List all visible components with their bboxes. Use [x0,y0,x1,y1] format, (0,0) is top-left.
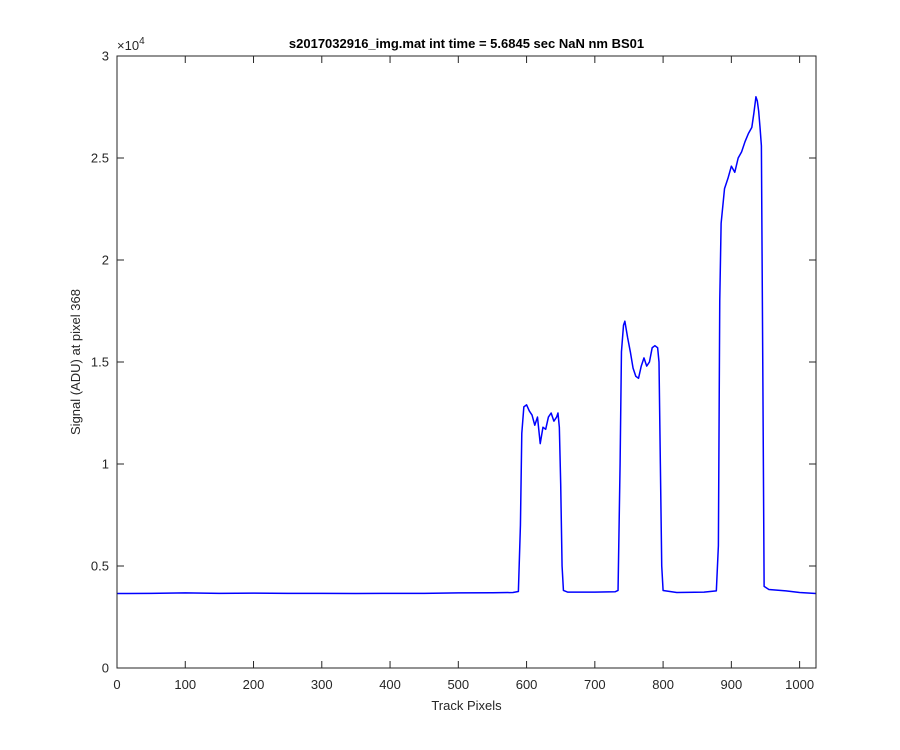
y-tick-label: 2 [102,253,109,268]
x-axis-label: Track Pixels [431,698,502,713]
x-tick-label: 700 [584,677,606,692]
plot-frame [116,55,817,669]
x-tick-label: 300 [311,677,333,692]
y-axis-label: Signal (ADU) at pixel 368 [68,289,83,435]
y-tick-label: 1 [102,457,109,472]
plot-background [117,56,816,668]
x-tick-label: 600 [516,677,538,692]
series-line [116,96,817,595]
y-tick-label: 2.5 [91,151,109,166]
x-tick-label: 200 [243,677,265,692]
x-axis-ticks: 0 100 200 300 400 500 600 700 800 900 1000 [113,56,814,692]
x-tick-label: 800 [652,677,674,692]
x-tick-label: 1000 [785,677,814,692]
y-tick-label: 0 [102,661,109,676]
y-exponent-power: 4 [139,36,145,47]
y-exponent-base: ×10 [117,38,139,53]
x-tick-label: 500 [447,677,469,692]
y-axis-ticks: 0 0.5 1 1.5 2 2.5 3 [91,49,816,676]
chart-title: s2017032916_img.mat int time = 5.6845 se… [289,36,644,51]
x-tick-label: 900 [721,677,743,692]
svg-text:×104: ×104 [117,36,145,53]
x-tick-label: 100 [174,677,196,692]
y-tick-label: 0.5 [91,559,109,574]
y-tick-label: 1.5 [91,355,109,370]
y-exponent-label: ×104 [117,36,145,53]
x-tick-label: 0 [113,677,120,692]
x-tick-label: 400 [379,677,401,692]
y-tick-label: 3 [102,49,109,64]
